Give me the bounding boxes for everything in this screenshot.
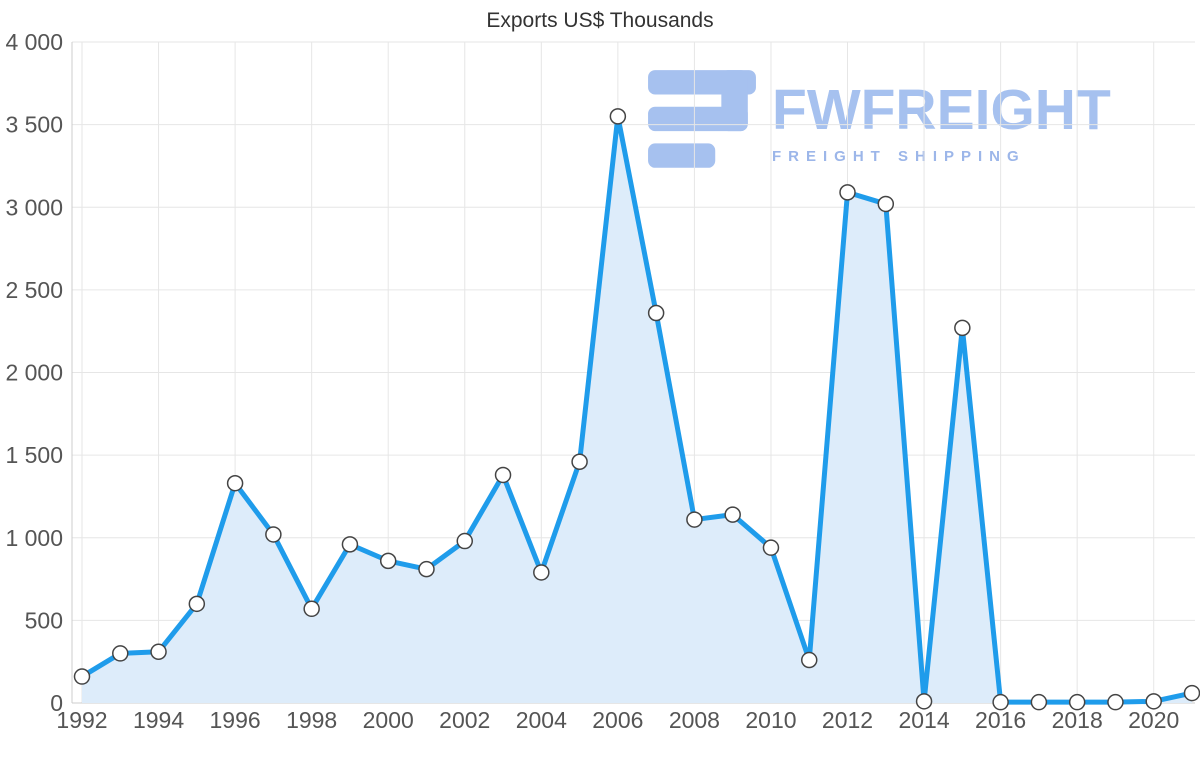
data-point-marker[interactable] [571, 453, 588, 470]
x-axis-tick-label: 2014 [898, 707, 949, 733]
data-point-marker[interactable] [1183, 684, 1200, 702]
x-axis-tick-label: 2004 [516, 707, 567, 733]
data-point-marker[interactable] [1068, 693, 1086, 711]
data-point-marker[interactable] [533, 564, 550, 581]
y-axis-tick-label: 500 [25, 607, 63, 633]
x-axis-tick-label: 2016 [975, 707, 1026, 733]
x-axis-tick-label: 1996 [210, 707, 261, 733]
data-point-marker[interactable] [379, 552, 397, 570]
data-point-marker[interactable] [341, 536, 359, 553]
y-axis-tick-label: 2 000 [5, 360, 63, 386]
data-point-marker[interactable] [188, 595, 206, 613]
data-point-marker[interactable] [992, 693, 1009, 711]
data-point-marker[interactable] [1030, 693, 1048, 711]
y-axis-tick-label: 2 500 [5, 277, 63, 303]
data-point-marker[interactable] [800, 651, 818, 669]
x-axis-tick-label: 1998 [286, 707, 337, 733]
chart-title: Exports US$ Thousands [486, 9, 714, 32]
watermark-brand-text: FWFREIGHT [772, 78, 1111, 142]
watermark-text-block: FWFREIGHT FREIGHT SHIPPING [772, 66, 1112, 166]
data-point-marker[interactable] [1145, 693, 1162, 710]
y-axis-tick-label: 3 500 [5, 112, 63, 138]
x-axis-tick-label: 2018 [1052, 707, 1103, 733]
data-point-marker[interactable] [494, 466, 512, 484]
data-point-marker[interactable] [73, 668, 91, 685]
series-area-fill [82, 116, 1192, 704]
y-axis-tick-label: 4 000 [5, 29, 63, 55]
y-axis-tick-label: 0 [50, 690, 63, 716]
y-axis-tick-label: 3 000 [5, 194, 63, 220]
data-point-marker[interactable] [1107, 693, 1124, 711]
x-axis-tick-label: 2006 [592, 707, 643, 733]
data-point-marker[interactable] [877, 195, 895, 213]
x-axis-tick-label: 2020 [1128, 707, 1179, 733]
data-point-marker[interactable] [303, 600, 320, 618]
data-point-marker[interactable] [226, 474, 244, 492]
x-axis-tick-label: 1992 [56, 707, 107, 733]
x-axis-tick-label: 1994 [133, 707, 184, 733]
y-axis-tick-label: 1 000 [5, 525, 63, 551]
data-point-marker[interactable] [954, 319, 971, 337]
data-point-marker[interactable] [418, 560, 435, 578]
data-point-marker[interactable] [150, 643, 167, 661]
y-axis-tick-label: 1 500 [5, 442, 63, 468]
x-axis-tick-label: 2010 [745, 707, 796, 733]
x-axis-tick-label: 2008 [669, 707, 720, 733]
data-point-marker[interactable] [839, 184, 856, 201]
data-point-marker[interactable] [265, 526, 282, 543]
data-point-marker[interactable] [762, 539, 780, 556]
data-point-marker[interactable] [915, 693, 933, 710]
data-point-marker[interactable] [686, 511, 703, 528]
x-axis-tick-label: 2000 [363, 707, 414, 733]
x-axis-tick-label: 2002 [439, 707, 490, 733]
data-point-marker[interactable] [609, 108, 627, 125]
data-point-marker[interactable] [112, 645, 129, 662]
x-axis-tick-label: 2012 [822, 707, 873, 733]
data-point-marker[interactable] [456, 532, 474, 550]
data-point-marker[interactable] [647, 304, 665, 322]
watermark-tagline: FREIGHT SHIPPING [772, 148, 1026, 165]
data-point-marker[interactable] [724, 506, 741, 523]
